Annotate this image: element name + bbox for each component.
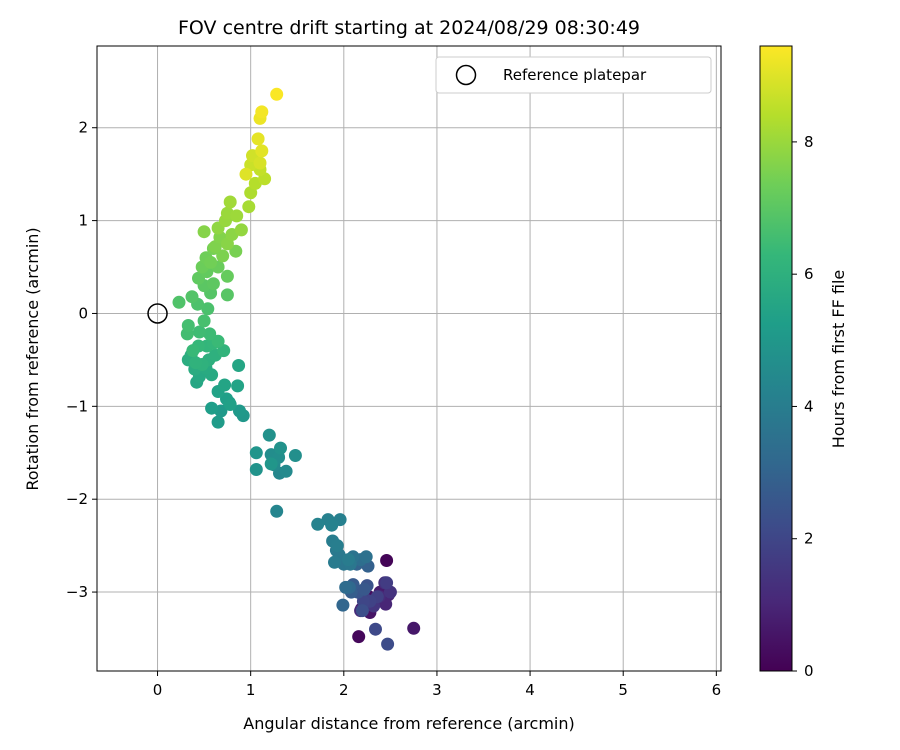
data-point — [242, 200, 256, 214]
y-tick-label: 2 — [78, 119, 88, 137]
x-axis-label: Angular distance from reference (arcmin) — [243, 714, 574, 733]
data-point — [330, 539, 344, 553]
data-point — [325, 518, 339, 532]
data-point — [339, 580, 353, 594]
data-point — [255, 144, 269, 158]
data-point — [186, 344, 200, 358]
data-point — [380, 576, 394, 590]
data-point — [189, 356, 203, 370]
colorbar-tick-label: 4 — [804, 397, 814, 415]
data-point — [201, 302, 215, 316]
data-point — [264, 457, 278, 471]
data-point — [232, 359, 246, 372]
data-point — [270, 87, 284, 101]
data-point — [192, 325, 206, 339]
colorbar-ticks: 0 2 4 6 8 — [792, 133, 814, 680]
data-point — [380, 554, 394, 567]
y-axis-ticks: −3 −2 −1 0 1 2 — [66, 119, 97, 601]
reference-platepar-marker — [147, 303, 168, 324]
data-point — [270, 504, 284, 518]
data-point — [218, 378, 232, 392]
x-tick-label: 1 — [246, 681, 256, 699]
colorbar: 0 2 4 6 8 Hours from first FF file — [759, 45, 848, 680]
data-point — [231, 379, 245, 393]
data-point — [223, 195, 237, 209]
data-point — [197, 225, 211, 239]
data-point — [253, 156, 267, 170]
data-point — [205, 401, 219, 415]
data-point — [197, 314, 211, 328]
y-tick-label: 0 — [78, 304, 88, 322]
data-point — [251, 132, 265, 146]
data-point — [336, 598, 350, 612]
data-point — [311, 517, 325, 531]
data-point — [211, 415, 225, 429]
grid — [97, 46, 721, 671]
x-axis-ticks: 0 1 2 3 4 5 6 — [153, 671, 721, 699]
y-tick-label: −3 — [66, 583, 88, 601]
data-point — [220, 288, 234, 302]
x-tick-label: 4 — [525, 681, 535, 699]
data-point — [381, 637, 395, 651]
data-point — [216, 249, 230, 263]
colorbar-tick-label: 6 — [804, 265, 814, 283]
data-point — [328, 555, 341, 569]
data-point — [223, 398, 237, 411]
data-point — [355, 604, 369, 618]
data-points — [172, 87, 421, 651]
data-point — [342, 553, 355, 567]
colorbar-tick-label: 2 — [804, 530, 814, 548]
colorbar-gradient — [760, 46, 792, 671]
data-point — [249, 446, 263, 460]
data-point — [181, 319, 195, 332]
y-tick-label: −1 — [66, 397, 88, 415]
legend-marker-icon — [455, 64, 477, 86]
data-point — [185, 290, 199, 304]
data-point — [359, 550, 373, 564]
data-point — [352, 630, 366, 644]
data-point — [206, 277, 220, 291]
data-point — [249, 463, 263, 476]
data-point — [255, 105, 269, 119]
data-point — [230, 209, 244, 223]
data-point — [234, 223, 248, 237]
data-point — [203, 327, 217, 341]
colorbar-label: Hours from first FF file — [829, 270, 848, 449]
legend-label: Reference platepar — [503, 66, 647, 84]
plot-frame — [96, 45, 722, 672]
plot-area — [96, 45, 722, 672]
colorbar-frame — [759, 45, 793, 672]
data-point — [172, 295, 186, 309]
data-point — [407, 621, 421, 635]
data-point — [220, 269, 234, 283]
x-tick-label: 0 — [153, 681, 163, 699]
x-tick-label: 3 — [432, 681, 442, 699]
colorbar-tick-label: 8 — [804, 133, 814, 151]
chart-title: FOV centre drift starting at 2024/08/29 … — [178, 17, 640, 39]
x-tick-label: 5 — [618, 681, 628, 699]
data-point — [262, 428, 276, 442]
y-axis-label: Rotation from reference (arcmin) — [23, 227, 42, 490]
data-point — [288, 449, 302, 462]
data-point — [211, 334, 225, 348]
legend: Reference platepar — [435, 56, 712, 94]
x-tick-label: 2 — [339, 681, 349, 699]
data-point — [239, 167, 253, 181]
x-tick-label: 6 — [712, 681, 722, 699]
legend-box — [435, 56, 712, 94]
data-point — [229, 244, 243, 258]
colorbar-tick-label: 0 — [804, 662, 814, 680]
y-tick-label: 1 — [78, 212, 88, 230]
data-point — [204, 255, 218, 269]
data-point — [279, 464, 293, 478]
data-point — [357, 582, 371, 596]
data-point — [233, 404, 246, 418]
data-point — [369, 622, 382, 636]
y-tick-label: −2 — [66, 490, 88, 508]
data-point — [274, 441, 287, 455]
